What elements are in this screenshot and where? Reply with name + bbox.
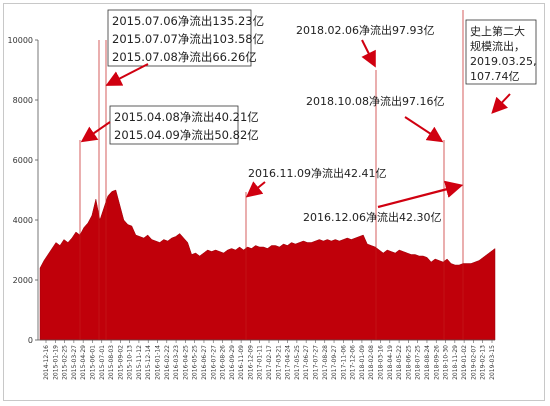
x-tick-label: 2015-07-01	[99, 345, 106, 380]
x-tick-label: 2015-08-03	[108, 345, 115, 380]
x-tick-label: 2017-12-06	[350, 345, 357, 380]
annotation-2015-07-08: 2015.07.08净流出66.26亿	[112, 50, 257, 64]
x-tick-label: 2016-07-27	[210, 345, 217, 380]
x-tick-label: 2015-03-27	[71, 345, 78, 380]
arrow-2019-03	[491, 93, 511, 114]
y-ticks: 0 2000 4000 6000 8000 10000	[8, 36, 38, 345]
x-tick-label: 2017-11-06	[340, 345, 347, 380]
x-tick-label: 2015-12-14	[145, 345, 152, 380]
annotation-2019-line1: 史上第二大	[470, 24, 525, 38]
x-tick-label: 2018-08-24	[424, 345, 431, 380]
x-ticks: 2014-12-16 2015-01-19 2015-02-25 2015-03-27…	[43, 340, 496, 380]
x-tick-label: 2017-01-11	[257, 345, 264, 380]
x-tick-label: 2017-07-27	[312, 345, 319, 380]
y-tick-label: 8000	[13, 96, 33, 105]
chart-frame	[3, 3, 545, 401]
x-tick-label: 2015-09-02	[117, 345, 124, 380]
x-tick-label: 2016-09-29	[229, 345, 236, 380]
annotation-2018-10-08: 2018.10.08净流出97.16亿	[306, 94, 444, 108]
x-tick-label: 2017-06-27	[303, 345, 310, 380]
annotation-2015-04-09: 2015.04.09净流出50.82亿	[114, 128, 259, 142]
x-tick-label: 2016-01-14	[155, 345, 162, 380]
x-tick-label: 2014-12-16	[43, 345, 50, 380]
x-tick-label: 2017-09-27	[331, 345, 338, 380]
x-tick-label: 2018-06-25	[405, 345, 412, 380]
annotation-2015-07-06: 2015.07.06净流出135.23亿	[112, 14, 264, 28]
x-tick-label: 2017-05-25	[294, 345, 301, 380]
x-tick-label: 2018-03-16	[378, 345, 385, 380]
y-tick-label: 2000	[13, 276, 33, 285]
x-tick-label: 2016-03-23	[173, 345, 180, 380]
x-tick-label: 2019-02-07	[470, 345, 477, 380]
annotation-2018-02-06: 2018.02.06净流出97.93亿	[296, 23, 434, 37]
x-tick-label: 2018-01-09	[359, 345, 366, 380]
x-tick-label: 2018-04-19	[387, 345, 394, 380]
annotation-2019-line2: 规模流出，	[470, 39, 525, 53]
arrow-2015-07	[105, 63, 149, 86]
x-tick-label: 2016-02-22	[164, 345, 171, 380]
arrow-2015-04	[80, 121, 111, 143]
x-tick-label: 2016-05-25	[192, 345, 199, 380]
x-tick-label: 2016-04-25	[182, 345, 189, 380]
x-tick-label: 2016-11-09	[238, 345, 245, 380]
x-tick-label: 2017-08-28	[322, 345, 329, 380]
arrow-2018-10	[404, 116, 444, 143]
annotation-box-2015-04	[109, 105, 239, 145]
x-tick-label: 2018-02-08	[368, 345, 375, 380]
x-tick-label: 2015-10-13	[127, 345, 134, 380]
annotation-2015-04-08: 2015.04.08净流出40.21亿	[114, 110, 259, 124]
arrow-2016-11	[245, 181, 266, 198]
annotation-2019-line3: 2019.03.25,	[470, 55, 536, 68]
x-tick-label: 2018-11-29	[452, 345, 459, 380]
x-tick-label: 2018-07-25	[415, 345, 422, 380]
annotation-box-2019-03	[465, 19, 537, 85]
y-tick-label: 6000	[13, 156, 33, 165]
x-tick-label: 2017-04-24	[285, 345, 292, 380]
x-tick-label: 2018-09-26	[433, 345, 440, 380]
x-tick-label: 2019-03-15	[489, 345, 496, 380]
x-tick-label: 2015-04-29	[80, 345, 87, 380]
x-tick-label: 2015-11-12	[136, 345, 143, 380]
x-tick-label: 2018-10-30	[443, 345, 450, 380]
annotation-2016-12-06: 2016.12.06净流出42.30亿	[303, 210, 441, 224]
x-tick-label: 2018-05-22	[396, 345, 403, 380]
arrow-2016-12	[377, 180, 464, 209]
x-tick-label: 2015-01-19	[52, 345, 59, 380]
x-tick-label: 2017-03-21	[275, 345, 282, 380]
x-tick-label: 2016-06-27	[201, 345, 208, 380]
annotation-2016-11-09: 2016.11.09净流出42.41亿	[248, 166, 386, 180]
annotation-box-2015-07	[107, 9, 252, 67]
x-tick-label: 2016-08-26	[220, 345, 227, 380]
annotation-2015-07-07: 2015.07.07净流出103.58亿	[112, 32, 264, 46]
x-tick-label: 2017-02-17	[266, 345, 273, 380]
y-tick-label: 10000	[8, 36, 33, 45]
annotation-2019-line4: 107.74亿	[470, 70, 520, 83]
series-area	[39, 189, 496, 341]
y-tick-label: 0	[28, 336, 33, 345]
x-tick-label: 2019-02-13	[480, 345, 487, 380]
y-tick-label: 4000	[13, 216, 33, 225]
x-tick-label: 2015-06-01	[89, 345, 96, 380]
x-tick-label: 2019-01-02	[461, 345, 468, 380]
x-tick-label: 2016-12-09	[247, 345, 254, 380]
x-tick-label: 2015-02-25	[62, 345, 69, 380]
arrow-2018-02	[361, 39, 376, 68]
